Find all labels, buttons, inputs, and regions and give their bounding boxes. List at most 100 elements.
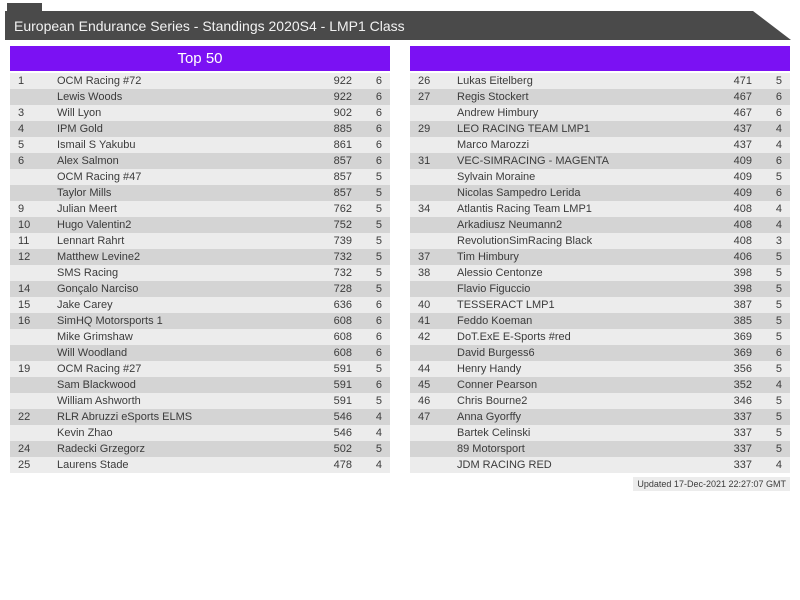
name-cell: Laurens Stade	[57, 459, 129, 471]
table-row: 3 Will Lyon 902 6	[10, 105, 390, 121]
points-cell: 591	[333, 395, 352, 407]
points-cell: 739	[333, 235, 352, 247]
name-cell: Henry Handy	[457, 363, 522, 375]
rank-cell: 44	[418, 363, 431, 375]
name-cell: William Ashworth	[57, 395, 141, 407]
points-cell: 369	[733, 331, 752, 343]
rank-cell: 38	[418, 267, 431, 279]
name-cell: Flavio Figuccio	[457, 283, 531, 295]
points-cell: 471	[733, 75, 752, 87]
points-cell: 352	[733, 379, 752, 391]
points-cell: 409	[733, 155, 752, 167]
points-cell: 857	[333, 171, 352, 183]
points-cell: 762	[333, 203, 352, 215]
name-cell: Radecki Grzegorz	[57, 443, 146, 455]
points-cell: 608	[333, 347, 352, 359]
name-cell: Gonçalo Narciso	[57, 283, 139, 295]
table-row: 11 Lennart Rahrt 739 5	[10, 233, 390, 249]
points-cell: 732	[333, 267, 352, 279]
name-cell: Mike Grimshaw	[57, 331, 133, 343]
races-cell: 6	[375, 299, 382, 311]
rank-cell	[410, 281, 457, 297]
table-row: 41 Feddo Koeman 385 5	[410, 313, 790, 329]
races-cell: 6	[375, 139, 382, 151]
table-row: 40 TESSERACT LMP1 387 5	[410, 297, 790, 313]
points-cell: 467	[733, 91, 752, 103]
banner-corner-tab	[7, 3, 42, 11]
races-cell: 3	[775, 235, 782, 247]
table-row: JDM RACING RED 337 4	[410, 457, 790, 473]
points-cell: 337	[733, 443, 752, 455]
standings-rows-left: 1 OCM Racing #72 922 6 Lewis Woods 922 6 3 Will …	[10, 73, 390, 473]
table-row: SMS Racing 732 5	[10, 265, 390, 281]
rank-cell: 16	[18, 315, 31, 327]
rank-cell: 3	[18, 107, 25, 119]
table-row: 34 Atlantis Racing Team LMP1 408 4	[410, 201, 790, 217]
table-row: RevolutionSimRacing Black 408 3	[410, 233, 790, 249]
rank-cell: 9	[18, 203, 25, 215]
races-cell: 6	[375, 107, 382, 119]
name-cell: Bartek Celinski	[457, 427, 531, 439]
name-cell: Marco Marozzi	[457, 139, 530, 151]
table-row: 29 LEO RACING TEAM LMP1 437 4	[410, 121, 790, 137]
name-cell: Alessio Centonze	[457, 267, 543, 279]
name-cell: Arkadiusz Neumann2	[457, 219, 563, 231]
points-cell: 478	[333, 459, 352, 471]
races-cell: 5	[375, 443, 382, 455]
rank-cell: 1	[18, 75, 25, 87]
races-cell: 4	[775, 379, 782, 391]
name-cell: SMS Racing	[57, 267, 119, 279]
rank-cell: 5	[18, 139, 25, 151]
name-cell: Matthew Levine2	[57, 251, 141, 263]
rank-cell	[410, 105, 457, 121]
name-cell: TESSERACT LMP1	[457, 299, 555, 311]
points-cell: 406	[733, 251, 752, 263]
table-row: Taylor Mills 857 5	[10, 185, 390, 201]
rank-cell: 15	[18, 299, 31, 311]
name-cell: LEO RACING TEAM LMP1	[457, 123, 591, 135]
races-cell: 4	[375, 411, 382, 423]
rank-cell: 22	[18, 411, 31, 423]
table-row: Bartek Celinski 337 5	[410, 425, 790, 441]
table-header-top50: Top 50	[10, 46, 390, 71]
table-row: 37 Tim Himbury 406 5	[410, 249, 790, 265]
points-cell: 502	[333, 443, 352, 455]
points-cell: 385	[733, 315, 752, 327]
name-cell: Chris Bourne2	[457, 395, 528, 407]
races-cell: 4	[375, 459, 382, 471]
points-cell: 591	[333, 379, 352, 391]
name-cell: Regis Stockert	[457, 91, 529, 103]
points-cell: 608	[333, 315, 352, 327]
name-cell: Anna Gyorffy	[457, 411, 521, 423]
races-cell: 5	[775, 283, 782, 295]
standings-table-left: Top 50 1 OCM Racing #72 922 6 Lewis Woods 922…	[10, 46, 390, 473]
rank-cell	[10, 89, 57, 105]
rank-cell: 19	[18, 363, 31, 375]
name-cell: Kevin Zhao	[57, 427, 113, 439]
name-cell: Will Woodland	[57, 347, 128, 359]
standings-rows-right: 26 Lukas Eitelberg 471 5 27 Regis Stockert 467…	[410, 73, 790, 473]
races-cell: 5	[775, 251, 782, 263]
table-row: Kevin Zhao 546 4	[10, 425, 390, 441]
rank-cell: 45	[418, 379, 431, 391]
name-cell: OCM Racing #47	[57, 171, 142, 183]
table-row: 24 Radecki Grzegorz 502 5	[10, 441, 390, 457]
name-cell: Julian Meert	[57, 203, 117, 215]
rank-cell	[410, 137, 457, 153]
table-header-blank	[410, 46, 790, 71]
rank-cell: 12	[18, 251, 31, 263]
table-row: 15 Jake Carey 636 6	[10, 297, 390, 313]
table-row: Marco Marozzi 437 4	[410, 137, 790, 153]
standings-table-right: 26 Lukas Eitelberg 471 5 27 Regis Stockert 467…	[410, 46, 790, 473]
name-cell: RLR Abruzzi eSports ELMS	[57, 411, 193, 423]
races-cell: 5	[375, 171, 382, 183]
points-cell: 467	[733, 107, 752, 119]
races-cell: 6	[775, 155, 782, 167]
points-cell: 728	[333, 283, 352, 295]
races-cell: 6	[775, 107, 782, 119]
races-cell: 5	[775, 395, 782, 407]
table-row: 46 Chris Bourne2 346 5	[410, 393, 790, 409]
races-cell: 5	[375, 283, 382, 295]
table-row: 31 VEC-SIMRACING - MAGENTA 409 6	[410, 153, 790, 169]
rank-cell	[10, 329, 57, 345]
